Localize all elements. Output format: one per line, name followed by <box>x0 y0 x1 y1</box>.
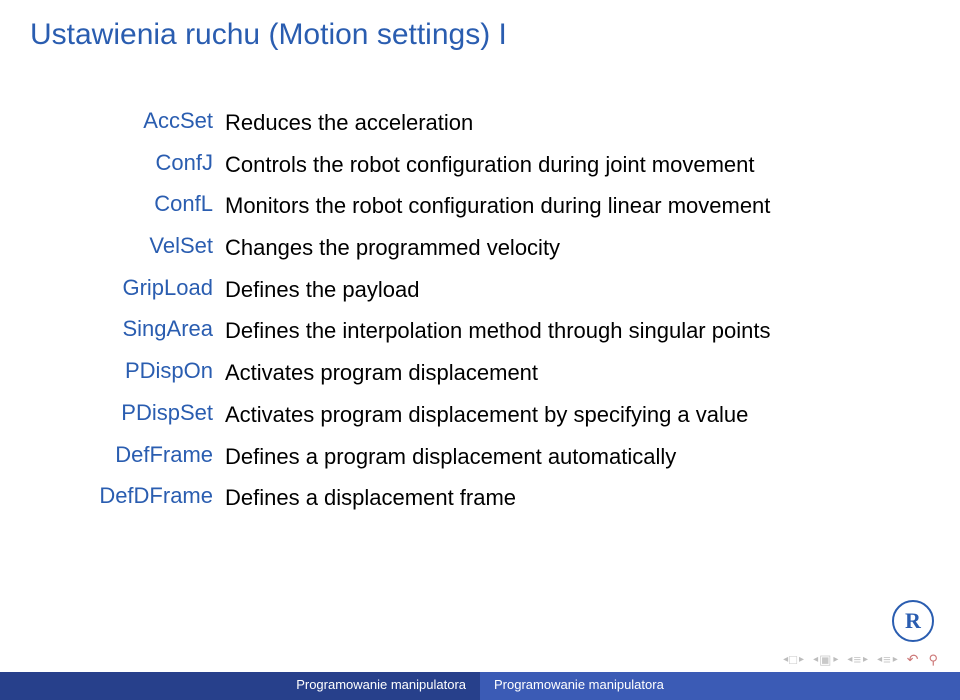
description: Defines a displacement frame <box>225 477 910 519</box>
term: ConfL <box>50 185 225 227</box>
term: DefDFrame <box>50 477 225 519</box>
list-item: DefFrame Defines a program displacement … <box>50 436 910 478</box>
logo-badge: R <box>892 600 934 642</box>
list-item: SingArea Defines the interpolation metho… <box>50 310 910 352</box>
nav-prev-section-icon[interactable]: ◂▣▸ <box>813 652 837 668</box>
list-item: DefDFrame Defines a displacement frame <box>50 477 910 519</box>
term: AccSet <box>50 102 225 144</box>
nav-next-icon[interactable]: ◂≡▸ <box>877 652 897 667</box>
term: GripLoad <box>50 269 225 311</box>
description: Defines a program displacement automatic… <box>225 436 910 478</box>
list-item: VelSet Changes the programmed velocity <box>50 227 910 269</box>
term: PDispSet <box>50 394 225 436</box>
description: Defines the payload <box>225 269 910 311</box>
nav-controls: ◂□▸ ◂▣▸ ◂≡▸ ◂≡▸ ↶ ⚲ <box>783 651 938 668</box>
term: PDispOn <box>50 352 225 394</box>
nav-back-icon[interactable]: ↶ <box>907 651 919 668</box>
description: Activates program displacement by specif… <box>225 394 910 436</box>
list-item: PDispSet Activates program displacement … <box>50 394 910 436</box>
description: Defines the interpolation method through… <box>225 310 910 352</box>
list-item: ConfJ Controls the robot configuration d… <box>50 144 910 186</box>
nav-search-icon[interactable]: ⚲ <box>928 652 938 668</box>
description: Reduces the acceleration <box>225 102 910 144</box>
term: DefFrame <box>50 436 225 478</box>
description: Monitors the robot configuration during … <box>225 185 910 227</box>
footer: Programowanie manipulatora Programowanie… <box>0 672 960 700</box>
list-item: PDispOn Activates program displacement <box>50 352 910 394</box>
description: Activates program displacement <box>225 352 910 394</box>
term: ConfJ <box>50 144 225 186</box>
footer-right: Programowanie manipulatora <box>480 672 960 700</box>
nav-prev-icon[interactable]: ◂≡▸ <box>847 652 867 667</box>
logo-text: R <box>905 608 921 634</box>
description: Changes the programmed velocity <box>225 227 910 269</box>
slide-title: Ustawienia ruchu (Motion settings) I <box>0 0 960 62</box>
list-item: ConfL Monitors the robot configuration d… <box>50 185 910 227</box>
list-item: GripLoad Defines the payload <box>50 269 910 311</box>
definition-list: AccSet Reduces the acceleration ConfJ Co… <box>50 102 910 519</box>
term: SingArea <box>50 310 225 352</box>
content-area: AccSet Reduces the acceleration ConfJ Co… <box>0 62 960 519</box>
term: VelSet <box>50 227 225 269</box>
nav-first-icon[interactable]: ◂□▸ <box>783 652 803 667</box>
list-item: AccSet Reduces the acceleration <box>50 102 910 144</box>
description: Controls the robot configuration during … <box>225 144 910 186</box>
footer-left: Programowanie manipulatora <box>0 672 480 700</box>
